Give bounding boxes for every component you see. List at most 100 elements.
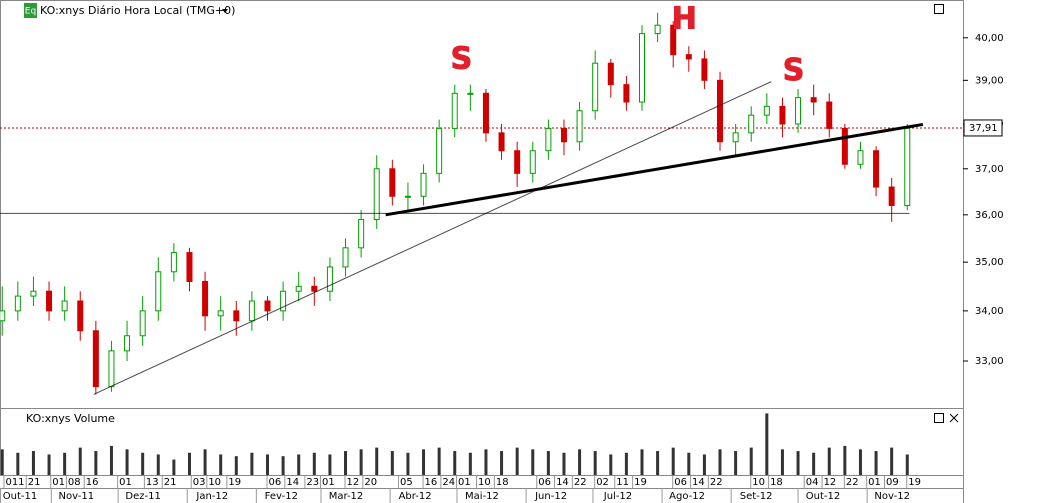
volume-bar bbox=[624, 452, 628, 475]
month-label: Abr-12 bbox=[399, 491, 432, 502]
candle-body bbox=[326, 266, 333, 292]
candle-body bbox=[576, 110, 583, 143]
candle-body bbox=[717, 79, 724, 143]
volume-bar bbox=[359, 449, 363, 475]
close-button[interactable] bbox=[949, 413, 959, 423]
candle-body bbox=[14, 295, 21, 312]
volume-bar bbox=[546, 451, 550, 475]
candle-body bbox=[810, 97, 817, 103]
volume-bar bbox=[31, 451, 35, 475]
y-tick-label: 39,00 bbox=[975, 75, 1004, 86]
x-tick-label: 22 bbox=[846, 477, 859, 488]
x-tick-label: 11 bbox=[616, 477, 629, 488]
title-dropdown[interactable] bbox=[222, 9, 228, 13]
month-label: Jul-12 bbox=[603, 491, 632, 502]
volume-bar bbox=[63, 452, 67, 475]
volume-bar bbox=[905, 454, 909, 475]
x-tick-label: 10 bbox=[478, 477, 491, 488]
volume-bar bbox=[500, 451, 504, 475]
month-label: Mai-12 bbox=[465, 491, 499, 502]
volume-bar bbox=[593, 451, 597, 475]
x-tick-label: 13 bbox=[146, 477, 159, 488]
candle-body bbox=[841, 127, 848, 165]
candle-body bbox=[545, 127, 552, 152]
candle-body bbox=[46, 290, 53, 312]
volume-bar bbox=[281, 456, 285, 475]
x-tick-label: 01 bbox=[458, 477, 471, 488]
y-tick-label: 33,00 bbox=[975, 356, 1004, 367]
candle-body bbox=[77, 300, 84, 332]
volume-bar bbox=[858, 449, 862, 475]
x-tick-label: 01 bbox=[868, 477, 881, 488]
volume-bar bbox=[484, 449, 488, 475]
volume-bar bbox=[562, 452, 566, 475]
candle-body bbox=[311, 285, 318, 292]
trend-line bbox=[385, 122, 924, 217]
candle-body bbox=[373, 168, 380, 220]
candle-body bbox=[404, 195, 411, 198]
x-tick-label: 05 bbox=[400, 477, 413, 488]
x-tick-label: 10 bbox=[208, 477, 221, 488]
candle-body bbox=[108, 350, 115, 388]
volume-bar bbox=[890, 447, 894, 475]
candle-body bbox=[295, 285, 302, 292]
annotation: S bbox=[451, 41, 473, 76]
candle-body bbox=[482, 92, 489, 134]
x-tick-label: 19 bbox=[634, 477, 647, 488]
x-tick-label: 21 bbox=[164, 477, 177, 488]
volume-bar bbox=[16, 452, 20, 475]
month-label: Dez-11 bbox=[125, 491, 160, 502]
volume-bar bbox=[109, 445, 113, 475]
candle-body bbox=[217, 310, 224, 317]
candle-body bbox=[202, 280, 209, 317]
volume-bar bbox=[47, 454, 51, 475]
x-tick-label: 03 bbox=[193, 477, 206, 488]
last-price-label: 37,91 bbox=[969, 123, 998, 134]
candle-body bbox=[560, 127, 567, 143]
volume-bar bbox=[422, 449, 426, 475]
volume-bar bbox=[250, 452, 254, 475]
x-tick-label: 23 bbox=[306, 477, 319, 488]
volume-bar bbox=[344, 451, 348, 475]
candle-body bbox=[61, 300, 68, 312]
volume-bar bbox=[687, 452, 691, 475]
y-tick-label: 35,00 bbox=[975, 257, 1004, 268]
candle-body bbox=[264, 300, 271, 312]
maximize-button[interactable] bbox=[934, 4, 944, 14]
x-tick-label: 16 bbox=[86, 477, 99, 488]
x-tick-label: 24 bbox=[442, 477, 455, 488]
candle-body bbox=[498, 132, 505, 152]
volume-bar bbox=[812, 452, 816, 475]
candle-body bbox=[0, 310, 6, 322]
x-tick-label: 12 bbox=[824, 477, 837, 488]
candle-body bbox=[685, 54, 692, 60]
x-tick-label: 18 bbox=[496, 477, 509, 488]
y-tick-label: 40,00 bbox=[975, 33, 1004, 44]
trend-line bbox=[93, 81, 772, 395]
x-tick-label: 19 bbox=[908, 477, 921, 488]
volume-bar bbox=[796, 451, 800, 475]
candle-body bbox=[592, 62, 599, 112]
volume-bar bbox=[390, 451, 394, 475]
candle-body bbox=[670, 24, 677, 56]
volume-bar bbox=[0, 449, 4, 475]
y-tick-label: 37,00 bbox=[975, 164, 1004, 175]
candle-body bbox=[170, 252, 177, 273]
x-tick-label: 011 bbox=[5, 477, 24, 488]
last-price-box bbox=[963, 119, 1003, 137]
volume-bar bbox=[874, 451, 878, 475]
maximize-button[interactable] bbox=[934, 413, 944, 423]
x-tick-label: 10 bbox=[752, 477, 765, 488]
x-tick-label: 18 bbox=[770, 477, 783, 488]
candle-body bbox=[280, 290, 287, 312]
x-tick-label: 04 bbox=[806, 477, 819, 488]
volume-bar bbox=[671, 447, 675, 475]
candle-body bbox=[514, 150, 521, 174]
volume-bar bbox=[468, 452, 472, 475]
candle-body bbox=[467, 92, 474, 95]
x-tick-label: 14 bbox=[692, 477, 705, 488]
volume-bar bbox=[234, 456, 238, 475]
volume-bar bbox=[765, 413, 769, 475]
x-tick-label: 14 bbox=[286, 477, 299, 488]
